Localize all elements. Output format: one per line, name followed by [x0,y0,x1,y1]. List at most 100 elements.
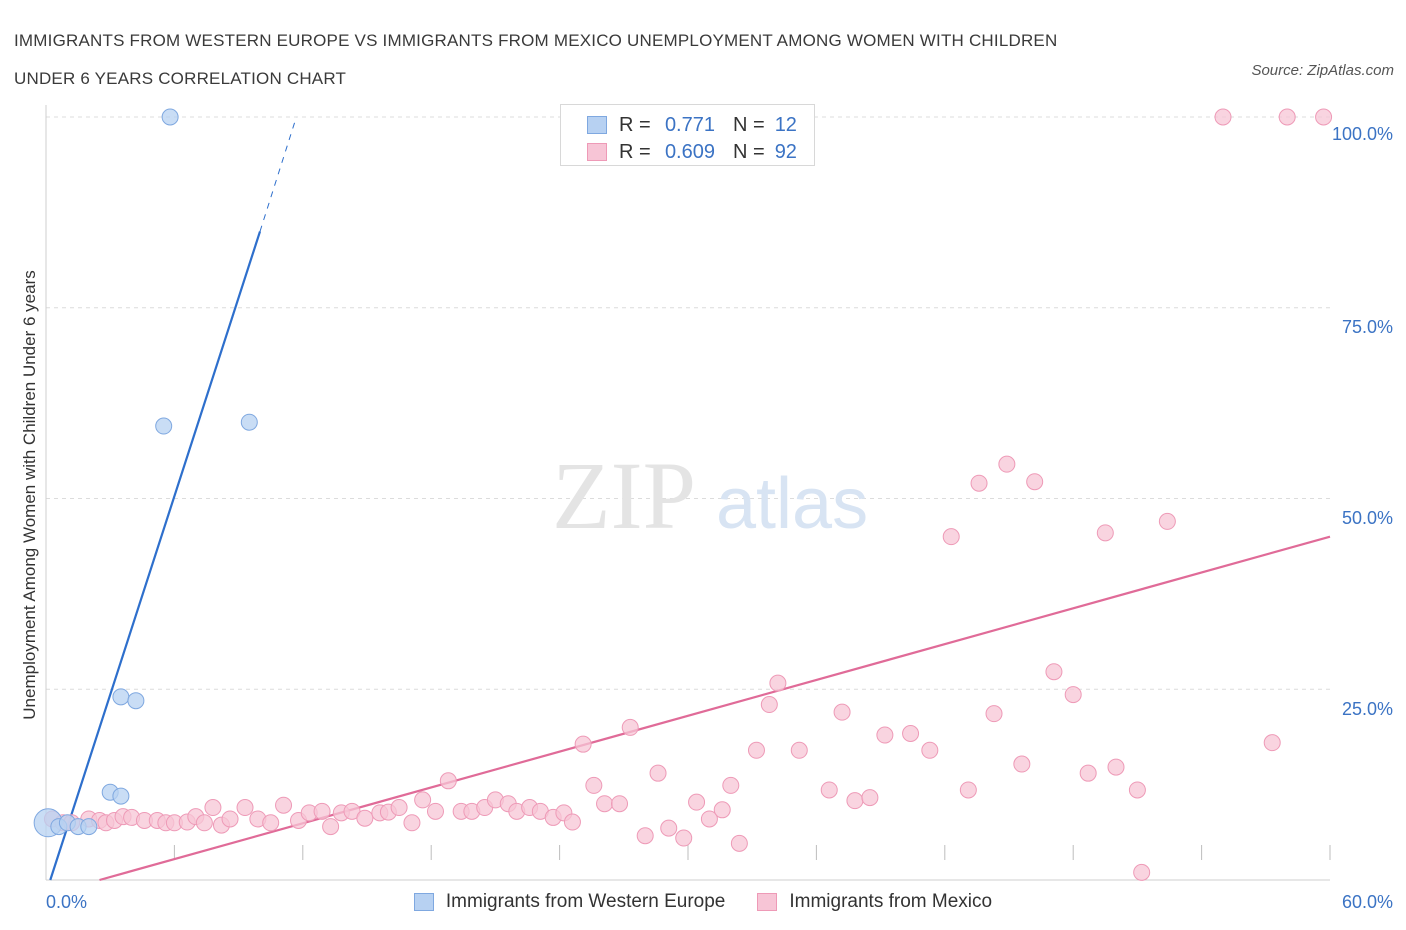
point-mexico [861,789,879,807]
watermark: ZIP atlas [552,442,868,549]
legend-n-label: N = [733,140,765,163]
point-mexico [1214,108,1232,126]
point-mexico [574,735,592,753]
series-legend-western-europe[interactable]: Immigrants from Western Europe [413,891,726,913]
point-mexico [585,776,603,794]
trendline-mexico [99,535,1331,882]
point-mexico [675,829,693,847]
point-mexico [660,819,678,837]
point-mexico [356,809,374,827]
point-mexico [688,793,706,811]
chart-title-line-2: UNDER 6 YEARS CORRELATION CHART [14,69,347,88]
watermark-zip: ZIP [552,442,696,549]
point-mexico [322,818,340,836]
point-mexico [621,718,639,736]
y-tick-label: 50.0% [1342,508,1393,528]
point-mexico [636,827,654,845]
source-label: Source: ZipAtlas.com [1251,62,1394,79]
point-mexico [876,726,894,744]
legend-r-label: R = [619,140,651,163]
point-mexico [596,795,614,813]
point-mexico [313,802,331,820]
point-mexico [921,741,939,759]
gridlines [46,116,1330,690]
point-western-europe [112,787,130,805]
x-tick-label: 60.0% [1342,892,1393,912]
point-mexico [1263,734,1281,752]
chart-title-line-1: IMMIGRANTS FROM WESTERN EUROPE VS IMMIGR… [14,31,1058,50]
point-western-europe [155,417,173,435]
point-mexico [649,764,667,782]
series-label-mexico: Immigrants from Mexico [789,891,993,912]
y-tick-label: 75.0% [1342,317,1393,337]
point-mexico [1133,863,1151,881]
point-mexico [998,455,1016,473]
point-mexico [700,810,718,828]
point-mexico [221,810,239,828]
point-mexico [275,796,293,814]
series-swatch-pink [757,893,778,911]
trendline-western-europe [49,231,262,881]
point-mexico [1079,764,1097,782]
point-mexico [790,741,808,759]
y-tick-label: 25.0% [1342,699,1393,719]
point-mexico [985,705,1003,723]
point-mexico [1278,108,1296,126]
trendline-western-europe-extension [259,116,297,232]
point-mexico [1158,512,1176,530]
point-western-europe [161,108,179,126]
series-legend-mexico[interactable]: Immigrants from Mexico [757,891,992,913]
point-mexico [760,696,778,714]
point-mexico [403,814,421,832]
legend-swatch-blue [587,116,607,134]
point-mexico [747,741,765,759]
y-axis-label: Unemployment Among Women with Children U… [20,270,39,719]
tick-labels: 100.0% 75.0% 50.0% 25.0% 0.0% 60.0% [46,124,1393,912]
point-western-europe [127,692,145,710]
point-mexico [426,802,444,820]
point-mexico [1013,755,1031,773]
axes [45,105,1331,881]
point-mexico [439,772,457,790]
point-mexico [846,792,864,810]
legend-n-value: 92 [774,140,797,163]
series-label-western-europe: Immigrants from Western Europe [445,891,726,912]
point-mexico [611,795,629,813]
watermark-atlas: atlas [716,464,868,544]
point-mexico [902,725,920,743]
legend-r-value: 0.771 [664,113,715,136]
legend-swatch-pink [587,143,607,161]
point-mexico [713,801,731,819]
point-mexico [563,813,581,831]
legend-row-mexico: R = 0.609 N = 92 [587,139,797,165]
legend-n-label: N = [733,113,765,136]
series-legend: Immigrants from Western Europe Immigrant… [0,888,1406,916]
point-mexico [195,814,213,832]
data-points [33,108,1333,881]
point-western-europe [240,413,258,431]
point-western-europe [80,818,98,836]
x-tick-label: 0.0% [46,892,87,912]
point-mexico [722,776,740,794]
point-mexico [730,834,748,852]
point-mexico [1064,686,1082,704]
point-mexico [414,791,432,809]
correlation-legend: R = 0.771 N = 12 R = 0.609 N = 92 [560,104,815,166]
point-mexico [1045,663,1063,681]
y-tick-label: 100.0% [1332,124,1393,144]
point-mexico [204,799,222,817]
legend-r-value: 0.609 [664,140,715,163]
point-mexico [236,799,254,817]
point-mexico [833,703,851,721]
point-mexico [820,781,838,799]
legend-n-value: 12 [774,113,797,136]
legend-r-label: R = [619,113,651,136]
point-mexico [1315,108,1333,126]
point-mexico [1026,473,1044,491]
point-mexico [1128,781,1146,799]
point-mexico [262,814,280,832]
series-swatch-blue [413,893,434,911]
point-mexico [769,674,787,692]
legend-row-western-europe: R = 0.771 N = 12 [587,112,797,138]
point-mexico [390,799,408,817]
